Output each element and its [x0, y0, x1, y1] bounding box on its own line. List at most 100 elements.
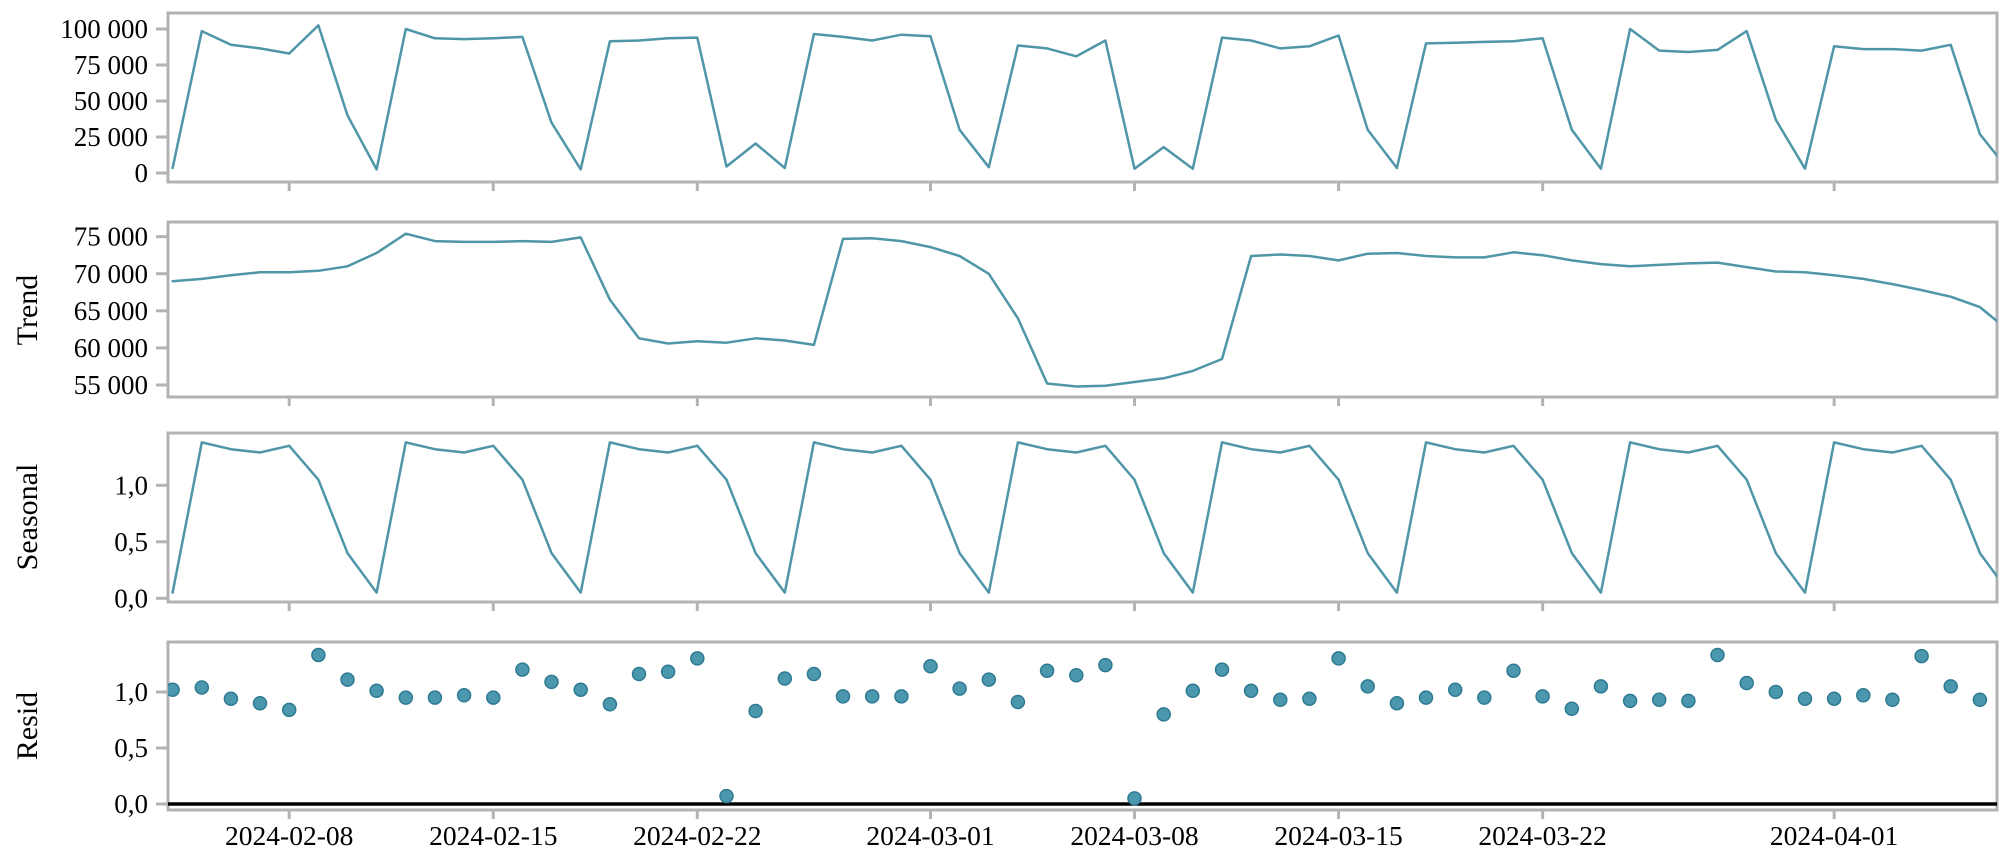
resid-point [1331, 651, 1346, 666]
resid-point [2003, 691, 2010, 704]
resid-point [1710, 647, 1725, 663]
x-tick-label: 2024-03-01 [866, 820, 994, 851]
y-tick-label: 25 000 [74, 122, 148, 152]
resid-point [1914, 648, 1929, 664]
resid-point [806, 666, 822, 682]
resid-point [1477, 690, 1492, 705]
resid-point [864, 689, 880, 704]
resid-point [1156, 707, 1171, 722]
resid-point [1797, 691, 1813, 706]
resid-point [486, 690, 501, 705]
y-tick-label: 75 000 [74, 222, 148, 252]
resid-point [1098, 657, 1113, 673]
panel-border [166, 640, 1999, 812]
y-tick-label: 0,5 [114, 733, 148, 763]
resid-point [1885, 692, 1900, 708]
resid-point [719, 788, 734, 804]
y-tick-label: 75 000 [74, 50, 148, 80]
resid-point [1127, 791, 1142, 806]
x-tick-label: 2024-02-08 [225, 820, 353, 851]
resid-point [1185, 683, 1201, 699]
resid-point [168, 682, 180, 697]
resid-point [777, 671, 793, 686]
panel-data-area [171, 232, 1997, 388]
panel-border [166, 220, 1999, 399]
resid-point [1535, 689, 1550, 704]
panel-trend: 75 000 70 000 65 000 60 000 55 000 [74, 220, 1999, 406]
y-tick-label: 1,0 [114, 470, 148, 500]
resid-point [981, 672, 997, 687]
resid-point [1739, 675, 1754, 691]
resid-point [1360, 679, 1375, 694]
y-tick-label: 0,5 [114, 527, 148, 557]
y-tick-label: 50 000 [74, 86, 148, 116]
resid-point [1273, 692, 1288, 708]
resid-point [835, 689, 851, 704]
resid-point [544, 674, 559, 690]
panel-data-area [171, 24, 1997, 171]
y-tick-label: 65 000 [74, 296, 148, 326]
resid-point [573, 682, 588, 697]
resid-point [1972, 692, 1988, 708]
panel-data-area [168, 647, 2010, 806]
resid-point [515, 662, 530, 677]
x-tick-label: 2024-03-22 [1478, 820, 1606, 851]
resid-point [1856, 688, 1871, 703]
resid-point [427, 690, 443, 705]
resid-point [923, 658, 938, 674]
resid-point [1302, 691, 1317, 706]
resid-point [1069, 667, 1084, 683]
x-tick-label: 2024-02-15 [429, 820, 557, 851]
y-tick-label: 55 000 [74, 370, 148, 400]
x-tick-label: 2024-03-15 [1274, 820, 1402, 851]
resid-point [281, 702, 297, 718]
panel-data-area [171, 441, 1997, 594]
y-axis-label-resid: Resid [11, 691, 44, 761]
y-tick-label: 1,0 [114, 677, 148, 707]
resid-point [1651, 692, 1667, 708]
resid-point [1681, 693, 1696, 709]
resid-point [1564, 701, 1580, 717]
resid-point [369, 683, 384, 699]
resid-point [631, 666, 647, 682]
x-tick-label: 2024-03-08 [1070, 820, 1198, 851]
panel-observed: 100 000 75 000 50 000 25 000 0 [60, 11, 1999, 191]
resid-point [1243, 683, 1259, 699]
y-tick-label: 70 000 [74, 259, 148, 289]
resid-point [748, 703, 763, 719]
y-tick-label: 0,0 [114, 789, 148, 819]
x-axis-labels: 2024-02-08 2024-02-15 2024-02-22 2024-03-01… [225, 820, 1898, 851]
resid-point [194, 680, 210, 695]
panel-seasonal: 1,0 0,5 0,0 [114, 431, 1999, 613]
resid-point [456, 688, 472, 703]
y-axis-label-seasonal: Seasonal [11, 463, 44, 571]
resid-point [1768, 684, 1784, 700]
observed-line [171, 24, 1997, 171]
resid-point [1039, 663, 1055, 678]
resid-point [1389, 695, 1405, 711]
resid-point [1943, 679, 1958, 694]
panel-border [166, 431, 1999, 604]
resid-point [894, 689, 909, 704]
resid-point [223, 691, 239, 706]
y-tick-label: 0 [135, 158, 149, 188]
x-tick-label: 2024-02-22 [633, 820, 761, 851]
resid-point [398, 690, 414, 705]
resid-point [1593, 679, 1609, 694]
resid-point [1622, 693, 1638, 709]
resid-point [952, 681, 967, 696]
resid-point [1447, 682, 1463, 697]
y-axis-label-trend: Trend [11, 274, 44, 346]
resid-point [252, 695, 268, 711]
resid-point [1010, 694, 1026, 710]
resid-point [690, 651, 705, 666]
resid-point [1826, 691, 1842, 706]
resid-point [660, 664, 676, 680]
resid-point [1506, 663, 1521, 678]
resid-point [602, 697, 618, 712]
y-tick-label: 100 000 [60, 14, 148, 44]
resid-point [340, 672, 355, 687]
resid-point [311, 647, 326, 663]
